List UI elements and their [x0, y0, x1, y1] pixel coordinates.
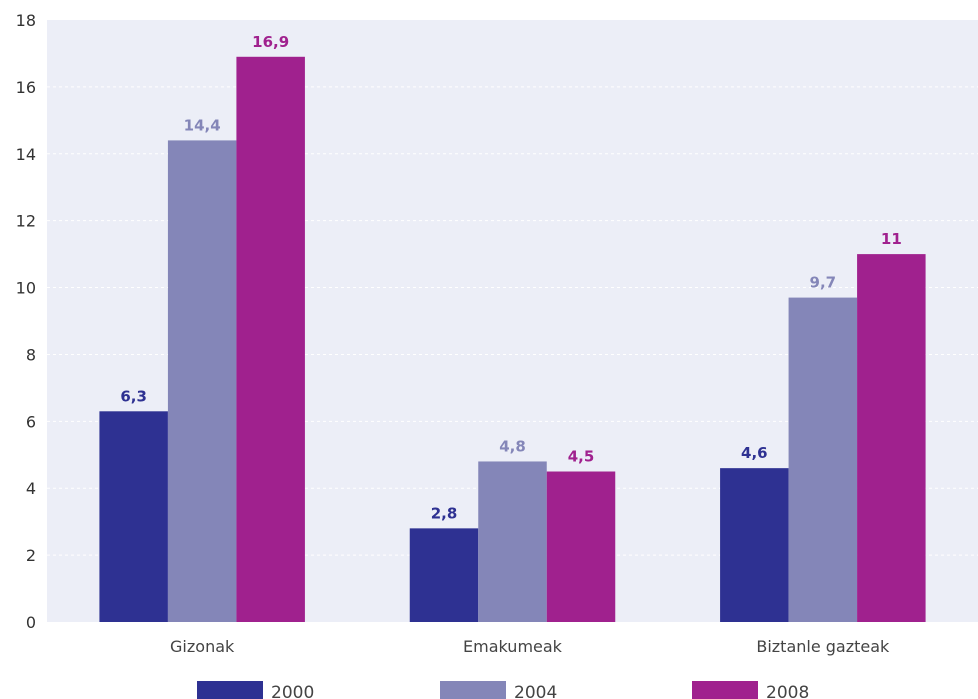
x-tick-label: Emakumeak — [463, 637, 563, 656]
x-tick-label: Gizonak — [170, 637, 235, 656]
y-tick-label: 8 — [26, 345, 36, 364]
bar-2008-1 — [546, 471, 616, 622]
data-label: 16,9 — [252, 33, 289, 51]
data-label: 11 — [881, 230, 902, 248]
data-labels: 6,3 14,4 16,9 2,8 4,8 4,5 4,6 9,7 11 — [120, 33, 901, 523]
data-label: 4,8 — [499, 437, 526, 455]
y-tick-label: 16 — [16, 78, 36, 97]
data-label: 2,8 — [431, 504, 458, 522]
legend-label: 2000 — [271, 683, 314, 699]
legend-swatch-2008 — [692, 681, 758, 699]
bar-2004-0 — [167, 140, 237, 622]
bar-2004-2 — [788, 297, 858, 622]
legend-swatch-2000 — [197, 681, 263, 699]
data-label: 9,7 — [810, 274, 837, 292]
legend-swatch-2004 — [440, 681, 506, 699]
legend-label: 2008 — [766, 683, 809, 699]
data-label: 14,4 — [184, 116, 221, 134]
x-tick-label: Biztanle gazteak — [756, 637, 890, 656]
legend: 2000 2004 2008 — [197, 681, 809, 699]
bar-2008-0 — [236, 56, 305, 623]
data-label: 4,6 — [741, 444, 768, 462]
x-axis: Gizonak Emakumeak Biztanle gazteak — [170, 637, 890, 656]
data-label: 4,5 — [568, 448, 595, 466]
y-tick-label: 18 — [16, 11, 36, 30]
bar-2000-2 — [720, 468, 789, 622]
bar-2004-1 — [478, 461, 547, 622]
data-label: 6,3 — [120, 387, 147, 405]
y-tick-label: 6 — [26, 412, 36, 431]
legend-label: 2004 — [514, 683, 557, 699]
y-tick-label: 14 — [16, 145, 36, 164]
y-tick-label: 12 — [16, 212, 36, 231]
y-tick-label: 2 — [26, 546, 36, 565]
y-tick-label: 10 — [16, 279, 36, 298]
bar-2000-0 — [99, 411, 168, 622]
y-tick-label: 4 — [26, 479, 36, 498]
y-tick-label: 0 — [26, 613, 36, 632]
bar-2008-2 — [857, 254, 926, 622]
bars — [99, 56, 926, 623]
y-axis: 0 2 4 6 8 10 12 14 16 18 — [16, 11, 36, 632]
bar-2000-1 — [409, 528, 479, 622]
